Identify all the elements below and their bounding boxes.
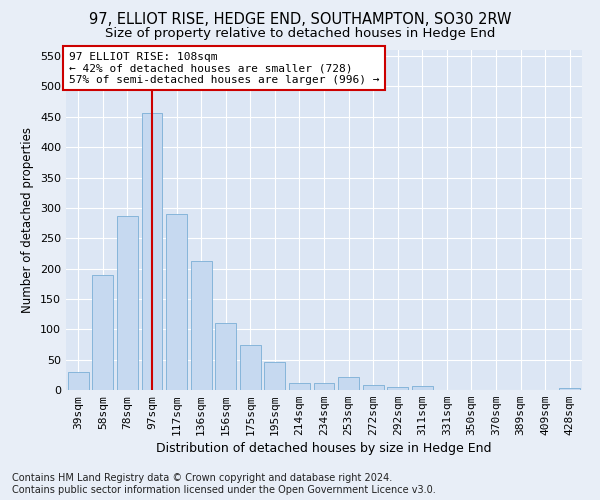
Bar (215, 323, 236, 390)
Bar (117, 216, 138, 390)
Bar (92, 274, 113, 390)
Bar (265, 362, 286, 390)
X-axis label: Distribution of detached houses by size in Hedge End: Distribution of detached houses by size … (156, 442, 492, 456)
Bar (166, 214, 187, 390)
Text: 97, ELLIOT RISE, HEDGE END, SOUTHAMPTON, SO30 2RW: 97, ELLIOT RISE, HEDGE END, SOUTHAMPTON,… (89, 12, 511, 28)
Bar (338, 377, 359, 390)
Bar (68, 372, 89, 390)
Bar (559, 388, 580, 390)
Text: Contains HM Land Registry data © Crown copyright and database right 2024.
Contai: Contains HM Land Registry data © Crown c… (12, 474, 436, 495)
Y-axis label: Number of detached properties: Number of detached properties (22, 127, 34, 313)
Text: 97 ELLIOT RISE: 108sqm
← 42% of detached houses are smaller (728)
57% of semi-de: 97 ELLIOT RISE: 108sqm ← 42% of detached… (68, 52, 379, 85)
Bar (362, 384, 383, 390)
Bar (314, 382, 334, 390)
Bar (142, 112, 163, 390)
Bar (289, 382, 310, 390)
Text: Size of property relative to detached houses in Hedge End: Size of property relative to detached ho… (105, 28, 495, 40)
Bar (387, 387, 408, 390)
Bar (412, 386, 433, 390)
Bar (191, 260, 212, 390)
Bar (240, 345, 261, 390)
